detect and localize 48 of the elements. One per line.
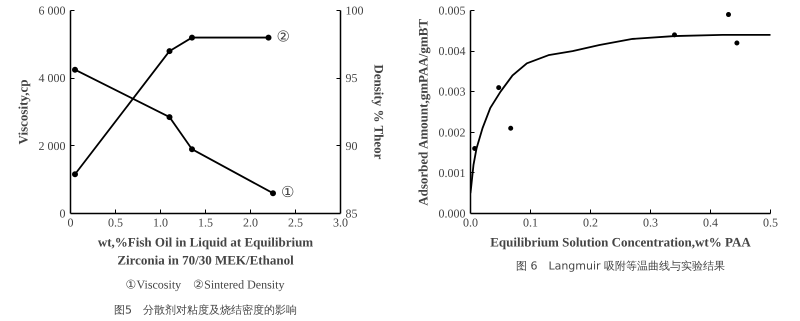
y-tick-label: 2 000 [38, 138, 66, 153]
y-tick-label: 0.005 [438, 4, 466, 18]
x-tick-label: 2.0 [243, 216, 258, 230]
y2-axis-title: Density % Theor [372, 64, 386, 160]
x-tick-label: 0.5 [108, 216, 123, 230]
point [72, 66, 78, 73]
series-label: ① [281, 185, 294, 202]
x-tick-label: 0.2 [583, 216, 598, 230]
point [72, 171, 78, 178]
point [189, 146, 195, 152]
y-axis-title: Viscosity,cp [16, 80, 30, 144]
point [726, 12, 731, 18]
x-tick-label: 0.1 [523, 216, 538, 230]
text: 图 6 Langmuir 吸附等温曲线与实验结果 [516, 260, 726, 272]
point [734, 40, 740, 46]
point [166, 114, 172, 120]
point [189, 34, 195, 41]
point [270, 190, 276, 196]
y-tick-label: 0.000 [438, 206, 466, 220]
y-tick-label: 0 [60, 206, 66, 220]
point [266, 34, 272, 41]
x-tick-label: 0.3 [643, 216, 658, 230]
x-tick-label: 3.0 [333, 216, 348, 230]
point [166, 48, 172, 54]
point [496, 85, 502, 90]
y-tick-label: 4 000 [38, 71, 66, 86]
x-axis-title: wt,%Fish Oil in Liquid at Equilibrium Zirconia in 70/30 MEK/Ethanol [98, 234, 314, 268]
x-tick-label: 2.5 [288, 216, 303, 230]
x-tick-label: 1.5 [198, 216, 213, 230]
x-tick-label: 0.4 [703, 216, 718, 230]
y-axis-title: Adsorbed Amount,gmPAA/gmBT [416, 18, 430, 206]
series-label: ② [276, 30, 290, 46]
y2-tick-label: 85 [346, 206, 358, 220]
x-tick-label: 1.0 [153, 216, 168, 230]
y-tick-label: 0.002 [438, 125, 466, 140]
y2-tick-label: 95 [346, 71, 358, 86]
y-tick-label: 0.003 [438, 84, 466, 99]
y2-tick-label: 100 [346, 4, 364, 18]
y-tick-label: 0.004 [438, 44, 466, 58]
y-tick-label: 0.001 [438, 166, 466, 180]
y-tick-label: 6 000 [38, 4, 66, 18]
x-tick-label: 0.0 [463, 216, 478, 230]
text: ①Viscosity ②Sintered Density [126, 278, 284, 292]
y2-tick-label: 90 [346, 138, 358, 153]
point [508, 126, 514, 131]
x-axis-title: Equilibrium Solution Concentration,wt% PAA [490, 234, 752, 250]
text: 图5 分散剂对粘度及烧结密度的影响 [114, 304, 297, 316]
x-tick-label: 0.5 [763, 216, 778, 230]
